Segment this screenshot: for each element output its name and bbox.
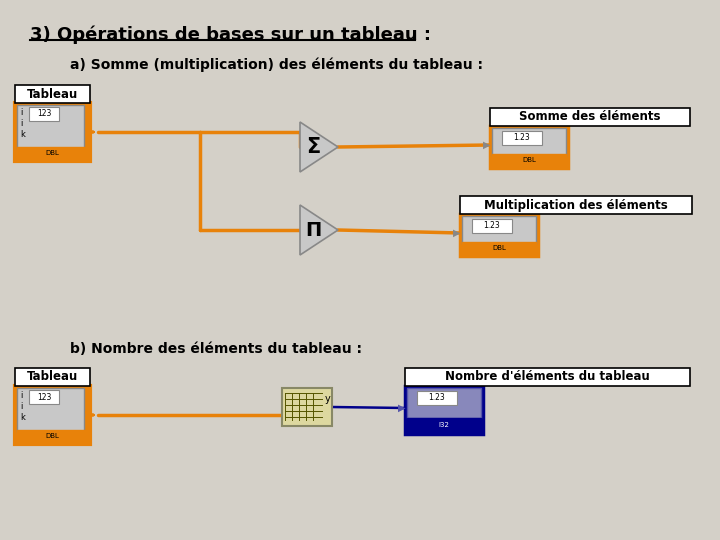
FancyBboxPatch shape [407, 418, 481, 432]
FancyBboxPatch shape [17, 430, 88, 442]
FancyBboxPatch shape [492, 154, 566, 166]
Text: 3) Opérations de bases sur un tableau :: 3) Opérations de bases sur un tableau : [30, 25, 431, 44]
Text: y: y [325, 394, 330, 404]
Text: k: k [20, 413, 25, 422]
FancyBboxPatch shape [417, 391, 457, 405]
FancyBboxPatch shape [462, 216, 536, 244]
FancyBboxPatch shape [17, 147, 88, 159]
Text: DBL: DBL [45, 150, 60, 156]
Text: 123: 123 [37, 393, 51, 402]
Text: 1.23: 1.23 [428, 394, 446, 402]
Text: ▶: ▶ [483, 140, 490, 150]
FancyBboxPatch shape [472, 219, 512, 233]
Text: Tableau: Tableau [27, 87, 78, 100]
Text: i: i [20, 119, 22, 128]
FancyBboxPatch shape [460, 196, 692, 214]
Text: DBL: DBL [45, 433, 60, 439]
Text: i: i [20, 108, 22, 117]
Text: Σ: Σ [306, 137, 320, 157]
FancyBboxPatch shape [17, 388, 84, 432]
Text: 123: 123 [37, 110, 51, 118]
Polygon shape [300, 205, 338, 255]
FancyBboxPatch shape [282, 388, 332, 426]
Text: Somme des éléments: Somme des éléments [519, 111, 661, 124]
Text: 1.23: 1.23 [484, 221, 500, 231]
Polygon shape [300, 122, 338, 172]
Text: Tableau: Tableau [27, 370, 78, 383]
FancyBboxPatch shape [492, 128, 566, 156]
Text: 1.23: 1.23 [513, 133, 531, 143]
FancyBboxPatch shape [29, 107, 59, 121]
FancyBboxPatch shape [29, 390, 59, 404]
Text: I32: I32 [438, 422, 449, 428]
Text: a) Somme (multiplication) des éléments du tableau :: a) Somme (multiplication) des éléments d… [70, 57, 483, 71]
Text: DBL: DBL [522, 157, 536, 163]
Text: ▶: ▶ [398, 403, 405, 413]
FancyBboxPatch shape [405, 368, 690, 386]
FancyBboxPatch shape [15, 386, 90, 444]
Text: b) Nombre des éléments du tableau :: b) Nombre des éléments du tableau : [70, 342, 362, 356]
FancyBboxPatch shape [490, 108, 690, 126]
FancyBboxPatch shape [17, 105, 84, 149]
Text: Multiplication des éléments: Multiplication des éléments [484, 199, 668, 212]
FancyBboxPatch shape [462, 242, 536, 254]
Text: k: k [20, 130, 25, 139]
Text: DBL: DBL [492, 245, 506, 251]
FancyBboxPatch shape [407, 388, 481, 418]
FancyBboxPatch shape [490, 126, 568, 168]
Text: Π: Π [305, 220, 321, 240]
FancyBboxPatch shape [502, 131, 542, 145]
FancyBboxPatch shape [405, 386, 483, 434]
FancyBboxPatch shape [15, 85, 90, 103]
Text: ▶: ▶ [453, 228, 461, 238]
Text: i: i [20, 391, 22, 400]
FancyBboxPatch shape [460, 214, 538, 256]
Text: i: i [20, 402, 22, 411]
Text: Nombre d'éléments du tableau: Nombre d'éléments du tableau [445, 370, 650, 383]
FancyBboxPatch shape [15, 103, 90, 161]
FancyBboxPatch shape [15, 368, 90, 386]
